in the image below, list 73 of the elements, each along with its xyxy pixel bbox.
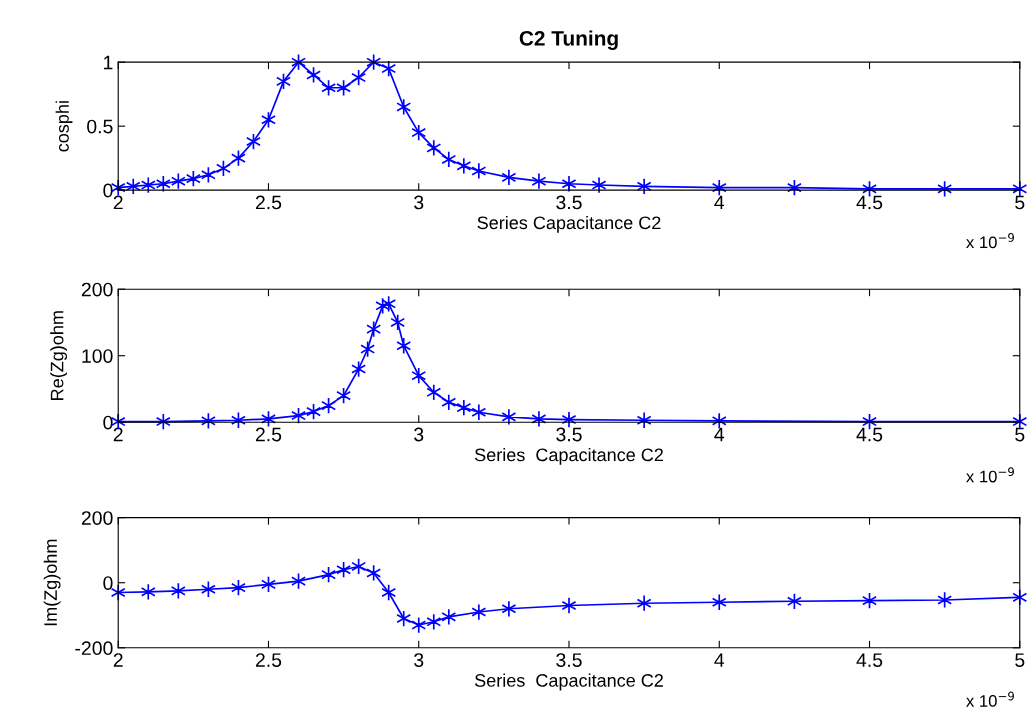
text: x 10$^{−9}$ (966, 467, 1014, 483)
x-tick-label: 4 (714, 653, 725, 667)
x-tick-label: 2.5 (255, 653, 282, 667)
point (471, 403, 487, 421)
point (711, 593, 727, 611)
point (456, 157, 472, 175)
x-tick-label: 3 (414, 653, 424, 667)
text: x 10$^{−9}$ (966, 233, 1014, 249)
point (396, 610, 412, 628)
point (411, 616, 427, 634)
point (501, 168, 517, 186)
x-tick-label: 5 (1015, 653, 1025, 667)
y-tick-label: 1 (104, 55, 113, 70)
point (426, 383, 442, 401)
point (140, 583, 156, 601)
y-tick-label: 0.5 (87, 119, 113, 134)
x-tick-label: 4.5 (856, 653, 883, 667)
point (561, 597, 577, 614)
point (426, 613, 442, 631)
y-axis-title: cosphi (55, 101, 73, 152)
x-axis-title: Series Capacitance C2 (474, 448, 663, 465)
point (501, 600, 517, 618)
point (636, 594, 652, 612)
point (411, 367, 427, 385)
point (441, 608, 457, 626)
x-tick-label: 3.5 (556, 195, 582, 210)
y-tick-label: -200 (75, 641, 113, 656)
x-axis-title: Series Capacitance C2 (474, 673, 663, 691)
point (381, 295, 397, 313)
y-tick-label: 0 (103, 183, 113, 198)
x-tick-label: 5 (1015, 195, 1025, 210)
x-tick-label: 3.5 (556, 427, 582, 442)
x-axis-title: Series Capacitance C2 (477, 215, 661, 233)
y-tick-label: 200 (81, 282, 113, 297)
text: x 10$^{−9}$ (966, 691, 1014, 707)
y-tick-label: 0 (103, 415, 113, 430)
x-tick-label: 3 (414, 427, 424, 442)
point (390, 313, 406, 331)
x-tick-label: 2.5 (255, 195, 282, 210)
x-tick-label: 4.5 (856, 427, 883, 442)
y-axis-title: Re(Zg)ohm (50, 311, 68, 400)
point (501, 408, 517, 426)
point (471, 603, 487, 621)
x-tick-label: 2.5 (255, 427, 282, 442)
point (381, 584, 397, 601)
point (471, 162, 487, 180)
point (441, 393, 457, 411)
y-tick-label: 0 (103, 576, 113, 590)
point (441, 150, 457, 168)
point (170, 172, 186, 190)
point (140, 176, 156, 194)
point (591, 176, 607, 194)
point (170, 582, 186, 600)
x-tick-label: 2 (113, 427, 123, 442)
x-tick-label: 3.5 (556, 653, 582, 667)
chart-title: C2 Tuning (519, 30, 618, 50)
y-axis-title: Im(Zg)ohm (43, 539, 61, 626)
x-tick-label: 4.5 (856, 195, 883, 210)
y-tick-label: 100 (82, 349, 113, 363)
point (381, 60, 397, 78)
point (426, 139, 442, 157)
x-tick-label: 2 (113, 195, 123, 210)
point (456, 399, 472, 417)
point (396, 337, 412, 355)
x-tick-label: 5 (1015, 427, 1025, 442)
x-tick-label: 3 (414, 195, 424, 210)
point (531, 172, 547, 190)
x-tick-label: 2 (113, 653, 123, 667)
x-tick-label: 4 (714, 195, 725, 210)
y-tick-label: 200 (81, 511, 113, 525)
point (411, 124, 427, 142)
point (396, 98, 412, 116)
x-tick-label: 4 (714, 427, 725, 442)
